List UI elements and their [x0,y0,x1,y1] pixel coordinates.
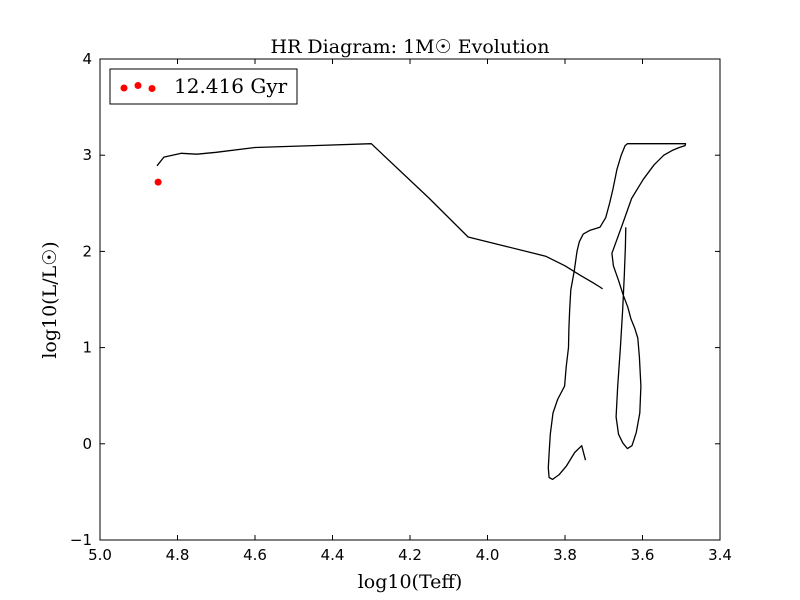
x-tick-label: 3.8 [553,546,577,564]
x-tick-label: 4.0 [476,546,500,564]
legend-marker [120,84,128,92]
x-tick-label: 4.4 [321,546,345,564]
x-tick-label: 3.6 [631,546,655,564]
y-axis-label: log10(L/L☉) [39,241,61,358]
x-tick-label: 4.8 [166,546,190,564]
evolution-track-segment-2 [156,143,603,290]
legend-label: 12.416 Gyr [174,74,288,98]
plot-area [154,143,687,481]
y-tick-label: 1 [82,339,92,357]
x-axis-label: log10(Teff) [358,571,463,593]
ticks: 5.0 4.8 4.6 4.4 4.2 4.0 3.8 3.6 3.4 −1 0 1 2 3 4 [70,50,732,564]
legend-marker [148,85,156,92]
x-tick-label: 4.6 [243,546,267,564]
x-tick-label: 3.4 [708,546,732,564]
chart-title: HR Diagram: 1M☉ Evolution [271,36,550,58]
legend: 12.416 Gyr [109,68,298,105]
x-tick-label: 5.0 [88,546,112,564]
y-tick-label: 4 [82,50,92,68]
evolution-track-segment-1 [547,143,687,481]
current-position-point [154,178,162,186]
legend-marker [134,82,142,89]
y-tick-label: 0 [82,435,92,453]
y-tick-label: 2 [82,242,92,260]
x-tick-label: 4.2 [398,546,422,564]
y-tick-label: 3 [82,146,92,164]
y-tick-label: −1 [70,531,92,549]
